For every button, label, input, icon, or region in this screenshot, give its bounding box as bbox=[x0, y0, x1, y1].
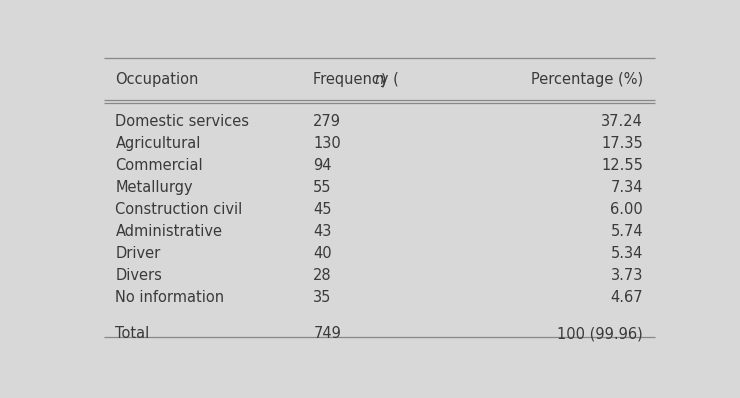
Text: Agricultural: Agricultural bbox=[115, 136, 201, 151]
Text: ): ) bbox=[381, 72, 386, 88]
Text: Frequency (: Frequency ( bbox=[313, 72, 399, 88]
Text: 94: 94 bbox=[313, 158, 332, 173]
Text: Domestic services: Domestic services bbox=[115, 114, 249, 129]
Text: 45: 45 bbox=[313, 202, 332, 217]
Text: 12.55: 12.55 bbox=[601, 158, 643, 173]
Text: Metallurgy: Metallurgy bbox=[115, 180, 193, 195]
Text: 40: 40 bbox=[313, 246, 332, 261]
Text: 17.35: 17.35 bbox=[602, 136, 643, 151]
Text: 5.34: 5.34 bbox=[610, 246, 643, 261]
Text: 55: 55 bbox=[313, 180, 332, 195]
Text: 4.67: 4.67 bbox=[610, 290, 643, 305]
Text: 6.00: 6.00 bbox=[610, 202, 643, 217]
Text: 279: 279 bbox=[313, 114, 341, 129]
Text: 35: 35 bbox=[313, 290, 332, 305]
Text: 37.24: 37.24 bbox=[601, 114, 643, 129]
Text: 43: 43 bbox=[313, 224, 332, 239]
Text: Administrative: Administrative bbox=[115, 224, 223, 239]
Text: Driver: Driver bbox=[115, 246, 161, 261]
Text: Divers: Divers bbox=[115, 268, 162, 283]
Text: Total: Total bbox=[115, 326, 149, 341]
Text: Commercial: Commercial bbox=[115, 158, 203, 173]
Text: 130: 130 bbox=[313, 136, 341, 151]
Text: 100 (99.96): 100 (99.96) bbox=[557, 326, 643, 341]
Text: 7.34: 7.34 bbox=[610, 180, 643, 195]
Text: No information: No information bbox=[115, 290, 224, 305]
Text: 5.74: 5.74 bbox=[610, 224, 643, 239]
Text: 28: 28 bbox=[313, 268, 332, 283]
Text: 749: 749 bbox=[313, 326, 341, 341]
Text: Occupation: Occupation bbox=[115, 72, 199, 88]
Text: 3.73: 3.73 bbox=[610, 268, 643, 283]
Text: Percentage (%): Percentage (%) bbox=[531, 72, 643, 88]
Text: Construction civil: Construction civil bbox=[115, 202, 243, 217]
Text: n: n bbox=[374, 72, 384, 88]
